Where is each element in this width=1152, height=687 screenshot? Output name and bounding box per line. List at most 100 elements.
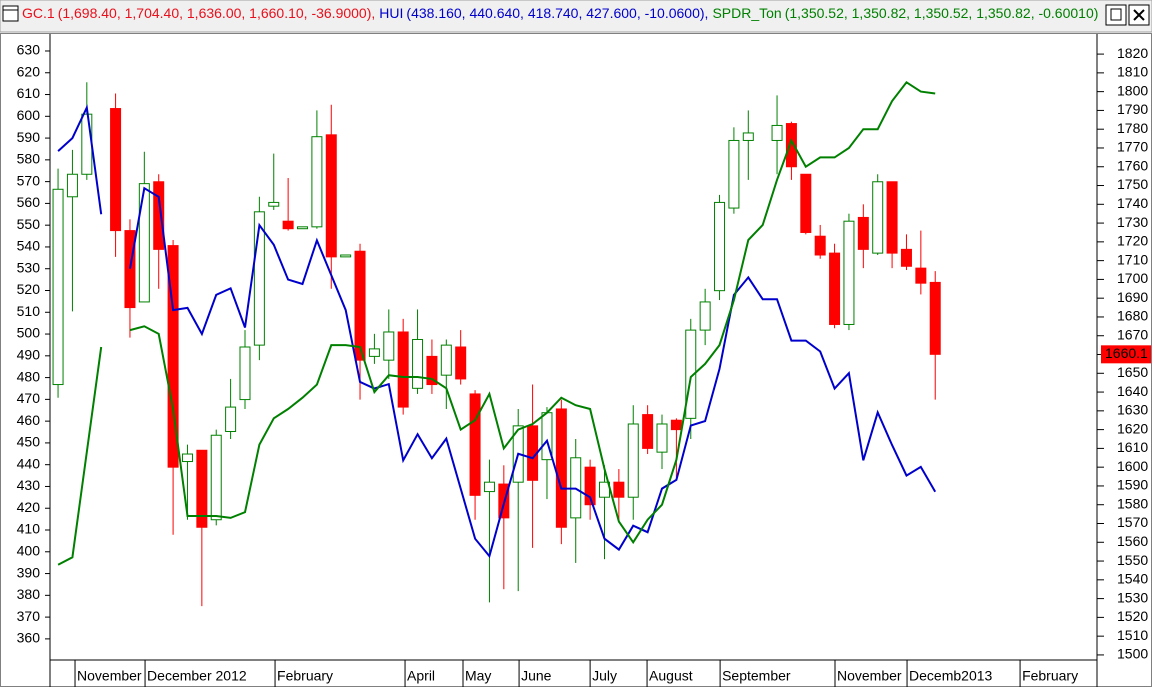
candle-body bbox=[555, 408, 567, 528]
y2-tick-label: 1530 bbox=[1117, 589, 1148, 605]
legend-name: HUI bbox=[379, 5, 403, 21]
y-tick-label: 610 bbox=[17, 85, 41, 101]
y-tick-label: 580 bbox=[17, 151, 41, 167]
y-tick-label: 400 bbox=[17, 542, 41, 558]
candle-body bbox=[196, 449, 208, 528]
candle-body bbox=[268, 201, 280, 207]
candle-body bbox=[81, 113, 93, 175]
y2-tick-label: 1510 bbox=[1117, 627, 1148, 643]
candle-body bbox=[771, 124, 783, 141]
y-tick-label: 460 bbox=[17, 412, 41, 428]
y-tick-label: 550 bbox=[17, 216, 41, 232]
candle-body bbox=[225, 406, 237, 432]
y2-tick-label: 1730 bbox=[1117, 214, 1148, 230]
y2-tick-label: 1640 bbox=[1117, 383, 1148, 399]
candle-body bbox=[426, 355, 438, 386]
candle-body bbox=[311, 136, 323, 228]
y2-tick-label: 1810 bbox=[1117, 64, 1148, 80]
button-glyph bbox=[1133, 9, 1145, 21]
candle-body bbox=[829, 252, 841, 325]
candle-body bbox=[412, 338, 424, 389]
y-tick-label: 600 bbox=[17, 107, 41, 123]
y-tick-label: 390 bbox=[17, 564, 41, 580]
y-tick-label: 520 bbox=[17, 281, 41, 297]
y2-tick-label: 1700 bbox=[1117, 270, 1148, 286]
y2-tick-label: 1600 bbox=[1117, 458, 1148, 474]
candle-body bbox=[656, 423, 668, 453]
candle-body bbox=[52, 188, 64, 386]
y-tick-label: 630 bbox=[17, 42, 41, 58]
button-glyph bbox=[1110, 8, 1122, 21]
y-tick-label: 510 bbox=[17, 303, 41, 319]
y-tick-label: 420 bbox=[17, 499, 41, 515]
y2-tick-label: 1690 bbox=[1117, 289, 1148, 305]
candle-body bbox=[124, 230, 136, 309]
candle-body bbox=[843, 220, 855, 325]
candle-body bbox=[642, 414, 654, 449]
candle-body bbox=[282, 220, 294, 230]
candle-body bbox=[368, 348, 380, 357]
candle-body bbox=[440, 344, 452, 376]
y2-tick-label: 1650 bbox=[1117, 364, 1148, 380]
candle-body bbox=[469, 393, 481, 496]
y2-tick-label: 1780 bbox=[1117, 120, 1148, 136]
candle-body bbox=[66, 173, 78, 198]
button-frame bbox=[1105, 4, 1127, 26]
y-tick-label: 620 bbox=[17, 63, 41, 79]
candle-body bbox=[181, 453, 193, 463]
candle-body bbox=[857, 216, 869, 250]
y-tick-label: 370 bbox=[17, 608, 41, 624]
last-price-label: 1660.1 bbox=[1105, 345, 1148, 361]
candle-body bbox=[383, 331, 395, 361]
y2-tick-label: 1820 bbox=[1117, 45, 1148, 61]
y2-tick-label: 1800 bbox=[1117, 82, 1148, 98]
y-tick-label: 380 bbox=[17, 586, 41, 602]
candle-body bbox=[714, 201, 726, 292]
y2-tick-label: 1720 bbox=[1117, 233, 1148, 249]
candle-body bbox=[297, 226, 309, 230]
x-tick-label: February bbox=[277, 668, 333, 684]
series-line bbox=[57, 80, 936, 566]
y-tick-label: 490 bbox=[17, 347, 41, 363]
legend: GC.1 (1,698.40, 1,704.40, 1,636.00, 1,660… bbox=[22, 5, 1098, 21]
restore-button[interactable] bbox=[1105, 4, 1127, 26]
y-tick-label: 570 bbox=[17, 172, 41, 188]
candle-body bbox=[110, 108, 122, 232]
x-tick-label: Decemb2013 bbox=[909, 668, 992, 684]
close-button[interactable] bbox=[1128, 4, 1150, 26]
candle-body bbox=[929, 281, 941, 355]
x-tick-label: June bbox=[521, 668, 552, 684]
y2-tick-label: 1620 bbox=[1117, 420, 1148, 436]
y-tick-label: 450 bbox=[17, 434, 41, 450]
y-tick-label: 500 bbox=[17, 325, 41, 341]
y-tick-label: 410 bbox=[17, 521, 41, 537]
y-tick-label: 470 bbox=[17, 390, 41, 406]
y2-tick-label: 1670 bbox=[1117, 326, 1148, 342]
candle-body bbox=[397, 331, 409, 408]
candle-body bbox=[340, 254, 352, 258]
x-tick-label: November bbox=[77, 668, 142, 684]
candle-body bbox=[785, 123, 797, 168]
y2-tick-label: 1570 bbox=[1117, 514, 1148, 530]
legend-values: (1,698.40, 1,704.40, 1,636.00, 1,660.10,… bbox=[58, 5, 376, 21]
candle-body bbox=[627, 423, 639, 498]
y2-tick-label: 1550 bbox=[1117, 552, 1148, 568]
window-icon[interactable] bbox=[2, 5, 19, 22]
y-tick-label: 360 bbox=[17, 630, 41, 646]
candle-body bbox=[455, 346, 467, 380]
y2-tick-label: 1580 bbox=[1117, 495, 1148, 511]
candle-body bbox=[354, 250, 366, 361]
candle-body bbox=[872, 181, 884, 254]
x-tick-label: November bbox=[837, 668, 902, 684]
x-tick-label: April bbox=[407, 668, 435, 684]
y-tick-label: 590 bbox=[17, 129, 41, 145]
title-bar bbox=[0, 0, 1152, 33]
y-tick-label: 530 bbox=[17, 259, 41, 275]
y-tick-label: 430 bbox=[17, 477, 41, 493]
y-tick-label: 540 bbox=[17, 238, 41, 254]
candle-body bbox=[742, 132, 754, 141]
y2-tick-label: 1680 bbox=[1117, 308, 1148, 324]
y2-tick-label: 1630 bbox=[1117, 402, 1148, 418]
y2-tick-label: 1710 bbox=[1117, 251, 1148, 267]
